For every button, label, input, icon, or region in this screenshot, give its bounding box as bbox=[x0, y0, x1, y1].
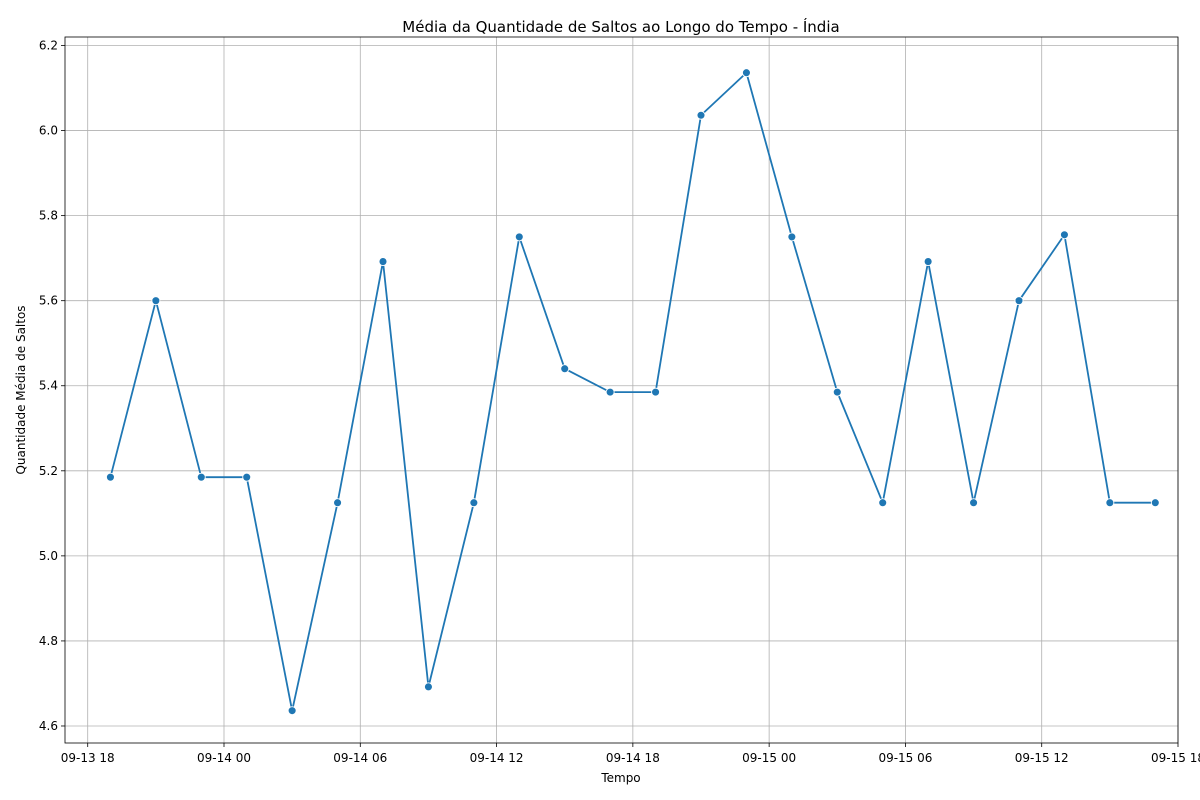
plot-frame bbox=[64, 36, 1179, 744]
data-point bbox=[378, 257, 388, 267]
y-tick-label: 6.2 bbox=[39, 39, 58, 53]
data-point bbox=[605, 387, 615, 397]
data-point bbox=[1150, 498, 1160, 508]
y-tick-label: 5.2 bbox=[39, 464, 58, 478]
y-tick-label: 6.0 bbox=[39, 124, 58, 138]
x-tick-label: 09-13 18 bbox=[61, 751, 115, 765]
x-axis-ticks: 09-13 18 09-14 00 09-14 06 09-14 12 09-14 18… bbox=[61, 743, 1200, 765]
y-axis-title: Quantidade Média de Saltos bbox=[14, 305, 28, 474]
y-tick-label: 4.6 bbox=[39, 719, 58, 733]
data-point bbox=[423, 682, 433, 692]
x-tick-label: 09-15 06 bbox=[878, 751, 932, 765]
y-tick-label: 5.6 bbox=[39, 294, 58, 308]
y-axis-ticks: 4.6 4.8 5.0 5.2 5.4 5.6 5.8 6.0 6.2 bbox=[39, 39, 65, 733]
y-tick-label: 5.8 bbox=[39, 209, 58, 223]
x-tick-label: 09-15 18 bbox=[1151, 751, 1200, 765]
data-point bbox=[923, 257, 933, 267]
data-point bbox=[196, 472, 206, 482]
data-point bbox=[741, 68, 751, 78]
data-point bbox=[1059, 230, 1069, 240]
data-point bbox=[333, 498, 343, 508]
data-point bbox=[560, 364, 570, 374]
x-tick-label: 09-15 12 bbox=[1015, 751, 1069, 765]
x-tick-label: 09-14 12 bbox=[470, 751, 524, 765]
x-tick-label: 09-14 06 bbox=[333, 751, 387, 765]
data-point bbox=[787, 232, 797, 242]
data-point bbox=[696, 110, 706, 120]
series-layer bbox=[105, 68, 1160, 716]
data-point bbox=[514, 232, 524, 242]
data-point bbox=[469, 498, 479, 508]
y-tick-label: 4.8 bbox=[39, 634, 58, 648]
data-point bbox=[832, 387, 842, 397]
series-line bbox=[109, 71, 1156, 712]
data-point bbox=[1105, 498, 1115, 508]
data-point bbox=[969, 498, 979, 508]
y-tick-label: 5.4 bbox=[39, 379, 58, 393]
x-tick-label: 09-14 00 bbox=[197, 751, 251, 765]
data-point bbox=[151, 296, 161, 306]
data-point bbox=[105, 472, 115, 482]
x-tick-label: 09-14 18 bbox=[606, 751, 660, 765]
y-tick-label: 5.0 bbox=[39, 549, 58, 563]
chart-title: Média da Quantidade de Saltos ao Longo d… bbox=[402, 17, 839, 36]
data-point bbox=[878, 498, 888, 508]
data-point bbox=[1014, 296, 1024, 306]
x-tick-label: 09-15 00 bbox=[742, 751, 796, 765]
data-point bbox=[242, 472, 252, 482]
data-point bbox=[287, 706, 297, 716]
data-point bbox=[651, 387, 661, 397]
x-axis-title: Tempo bbox=[600, 771, 640, 785]
